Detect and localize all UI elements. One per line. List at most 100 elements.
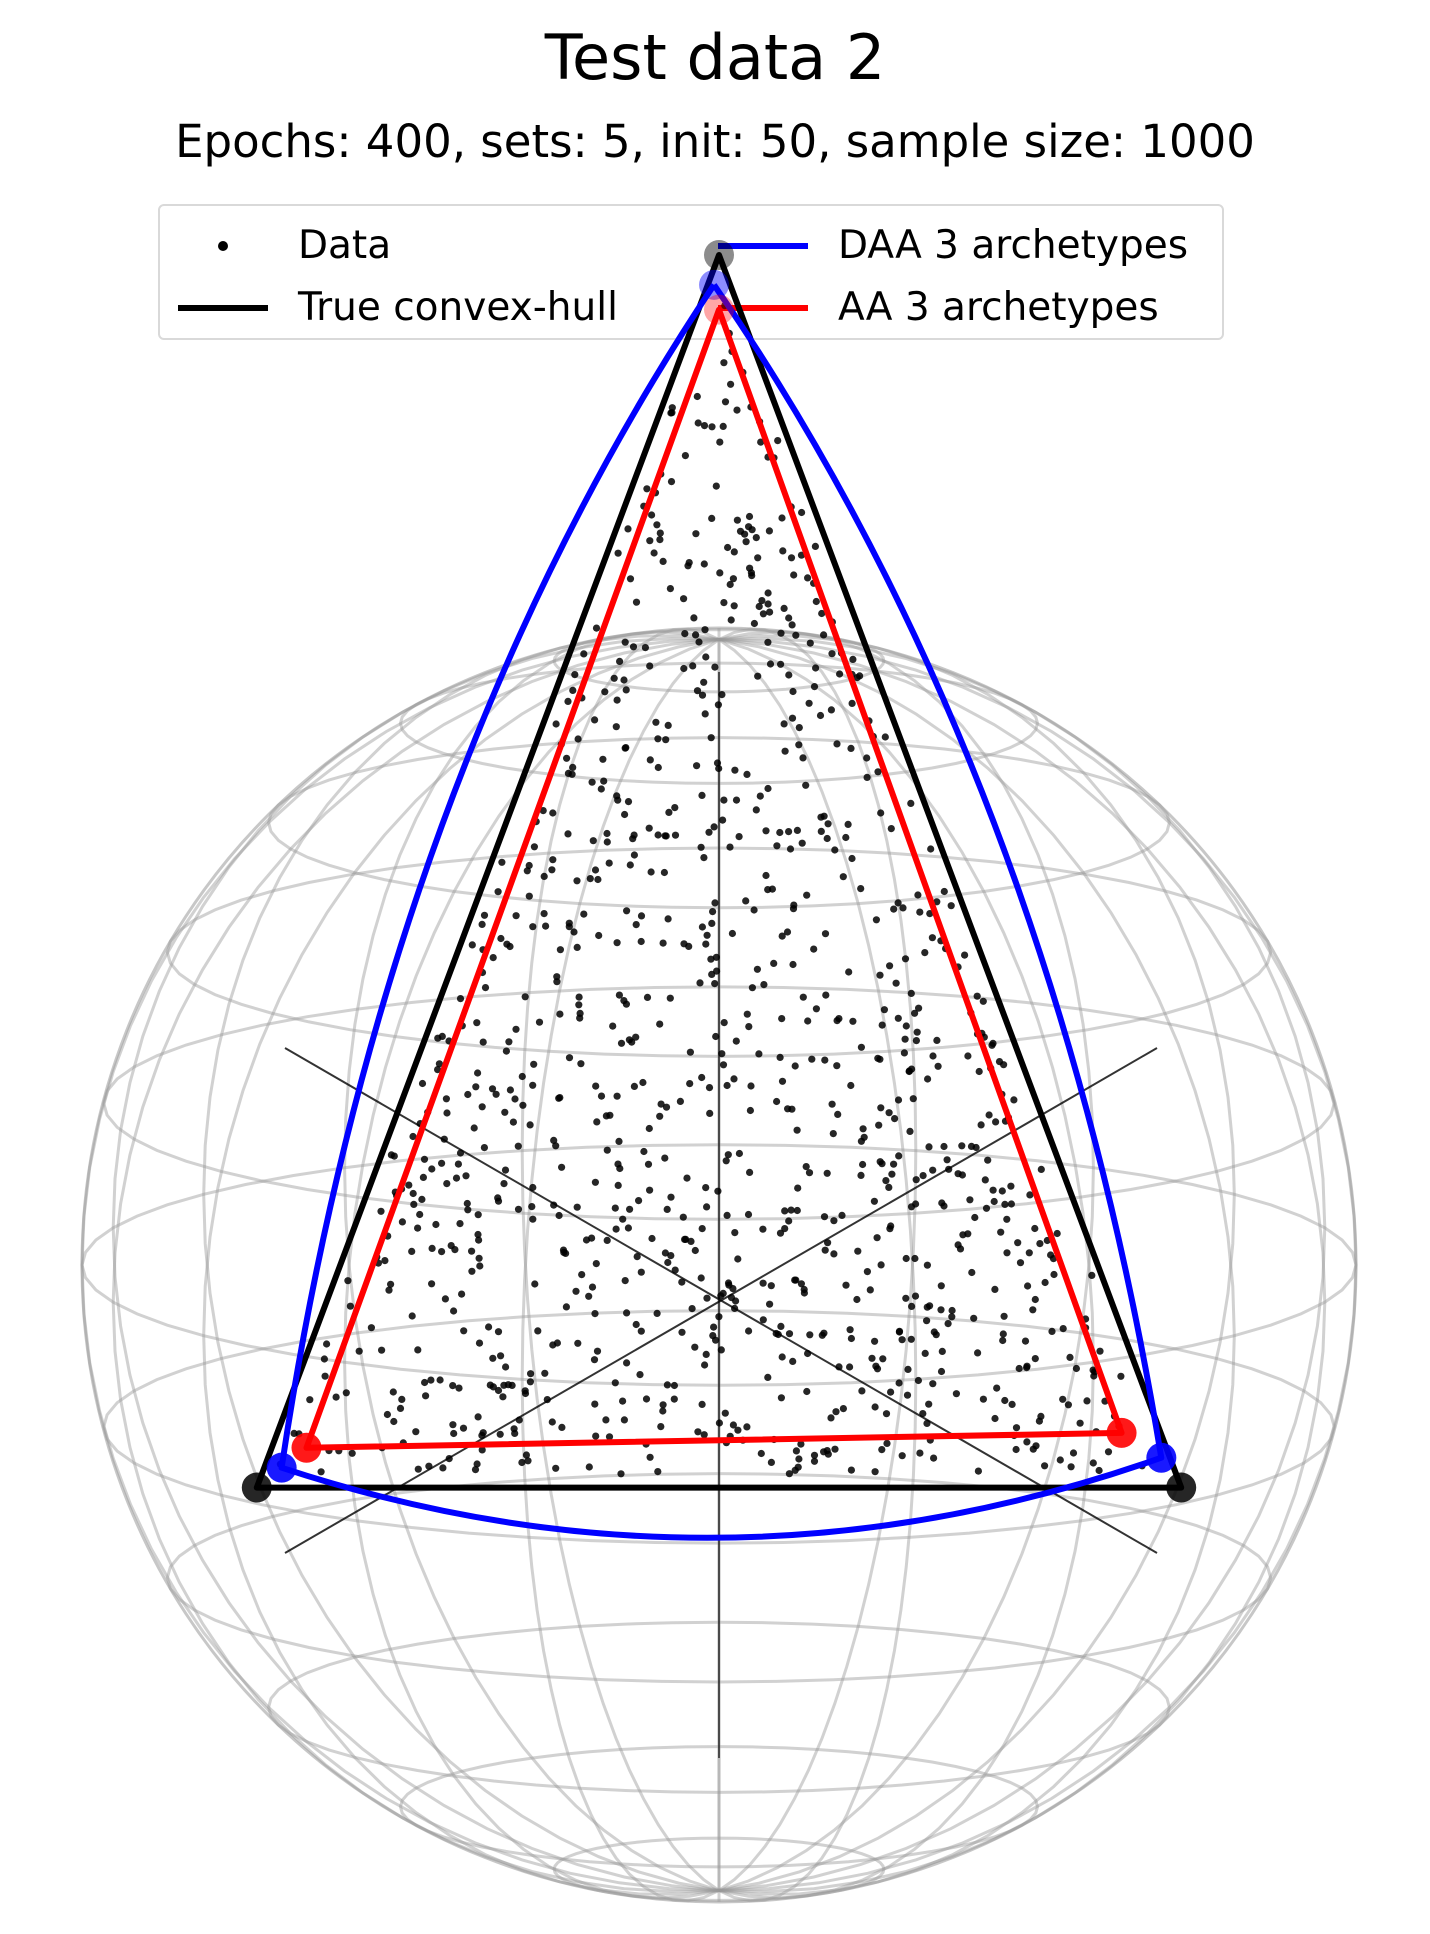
data-point <box>707 734 715 742</box>
data-point <box>488 1085 497 1093</box>
data-point <box>871 1468 879 1476</box>
data-point <box>597 1092 606 1100</box>
data-point <box>933 1036 941 1044</box>
data-point <box>367 1324 375 1332</box>
data-point <box>542 922 550 930</box>
data-point <box>473 1019 481 1027</box>
data-point <box>719 422 727 430</box>
data-point <box>586 875 594 883</box>
data-point <box>729 1421 738 1429</box>
data-point <box>438 1159 446 1167</box>
data-point <box>630 851 639 859</box>
data-point <box>661 1249 670 1257</box>
data-point <box>473 1460 481 1468</box>
data-point <box>820 631 828 639</box>
data-point <box>734 1255 742 1263</box>
data-point <box>747 1082 755 1090</box>
data-point <box>767 1458 776 1466</box>
data-point <box>700 678 708 686</box>
data-point <box>871 1337 879 1345</box>
data-point <box>591 1400 599 1408</box>
data-point <box>321 1372 329 1380</box>
data-point <box>1012 1445 1020 1454</box>
data-point <box>1072 1364 1080 1373</box>
data-point <box>764 784 772 793</box>
data-point <box>578 1271 586 1279</box>
data-point <box>698 923 707 931</box>
data-point <box>777 1322 785 1330</box>
data-point <box>514 1142 522 1150</box>
data-point <box>902 1022 910 1030</box>
data-point <box>776 1053 784 1061</box>
data-point <box>653 521 661 529</box>
data-point <box>1089 1459 1097 1467</box>
data-point <box>744 1210 753 1219</box>
data-point <box>795 724 803 732</box>
data-point <box>656 529 664 537</box>
data-point <box>632 1320 640 1329</box>
data-point <box>1015 1364 1023 1373</box>
data-point <box>489 1383 497 1391</box>
data-point <box>845 968 853 976</box>
data-point <box>759 1279 767 1287</box>
data-point <box>834 1110 842 1118</box>
data-point <box>885 1109 893 1117</box>
data-point <box>346 1302 354 1310</box>
data-point <box>556 1010 564 1018</box>
data-point <box>605 859 613 867</box>
data-point <box>863 773 871 782</box>
data-point <box>795 1455 803 1463</box>
data-point <box>656 1112 664 1120</box>
data-point <box>823 1169 831 1177</box>
data-point <box>755 602 763 611</box>
data-point <box>789 687 797 696</box>
data-point <box>396 1404 405 1412</box>
data-point <box>947 902 955 910</box>
wireframe-meridian <box>718 638 1358 1892</box>
data-point <box>1026 1191 1034 1199</box>
data-point <box>858 1387 866 1395</box>
data-point <box>657 1100 665 1108</box>
data-point <box>539 807 547 815</box>
data-point <box>993 1384 1001 1392</box>
data-point <box>553 978 561 986</box>
data-point <box>529 923 537 931</box>
data-point <box>785 828 793 836</box>
data-point <box>812 597 820 606</box>
legend-label-aa: AA 3 archetypes <box>838 285 1159 330</box>
data-point <box>806 639 814 647</box>
data-point <box>710 1323 718 1331</box>
data-point <box>503 940 511 948</box>
data-point <box>894 899 902 907</box>
data-point <box>654 1468 662 1476</box>
data-point <box>901 955 910 963</box>
wireframe-meridian <box>80 638 720 1892</box>
data-point <box>680 595 688 603</box>
data-point <box>805 1169 814 1177</box>
data-point <box>748 984 757 992</box>
data-point <box>601 688 609 696</box>
data-point <box>635 1197 643 1205</box>
wireframe-meridian <box>718 638 918 1903</box>
data-point <box>654 735 662 743</box>
data-point <box>464 1090 472 1099</box>
data-point <box>804 574 812 582</box>
data-point <box>894 1014 902 1022</box>
data-point <box>836 670 844 678</box>
data-point <box>414 1346 422 1354</box>
data-point <box>1031 1224 1039 1233</box>
data-point <box>398 1395 406 1403</box>
data-point <box>1064 1401 1072 1409</box>
data-point <box>907 799 915 808</box>
data-point <box>455 1384 463 1392</box>
data-point <box>648 1234 656 1243</box>
data-point <box>552 1142 560 1150</box>
data-point <box>895 1152 903 1160</box>
data-point <box>1053 1229 1061 1238</box>
data-point <box>1096 1347 1104 1355</box>
data-point <box>549 856 557 864</box>
data-point <box>787 1206 795 1214</box>
data-point <box>839 873 847 881</box>
data-point <box>1031 1355 1039 1363</box>
data-point <box>574 735 582 743</box>
